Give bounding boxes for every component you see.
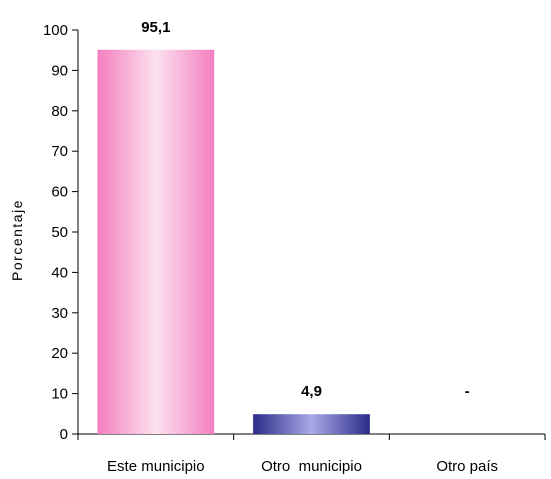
x-tick-label: Otro municipio [261,458,362,475]
y-axis-title: Porcentaje [9,199,25,281]
data-label: 95,1 [141,19,170,36]
y-axis: 0 10 20 30 40 50 60 70 80 90 100 [43,22,79,443]
y-tick-label: 30 [51,305,68,322]
bars-group [97,49,370,435]
x-tick-label: Este municipio [107,458,205,475]
data-label: - [465,383,470,400]
y-tick-label: 100 [43,22,68,39]
y-tick-label: 90 [51,62,68,79]
data-labels-group: 95,1 4,9 - [141,19,469,400]
y-tick-label: 60 [51,184,68,201]
y-tick-label: 20 [51,345,68,362]
y-tick-label: 0 [60,426,68,443]
y-tick-label: 80 [51,103,68,120]
y-tick-label: 40 [51,264,68,281]
x-axis: Este municipio Otro municipio Otro país [77,433,546,475]
data-label: 4,9 [301,383,322,400]
y-tick-label: 70 [51,143,68,160]
bar [97,49,215,435]
y-tick-label: 50 [51,224,68,241]
y-axis-label: Porcentaje [9,199,25,281]
y-tick-label: 10 [51,386,68,403]
bar [253,414,370,434]
x-tick-label: Otro país [436,458,498,475]
